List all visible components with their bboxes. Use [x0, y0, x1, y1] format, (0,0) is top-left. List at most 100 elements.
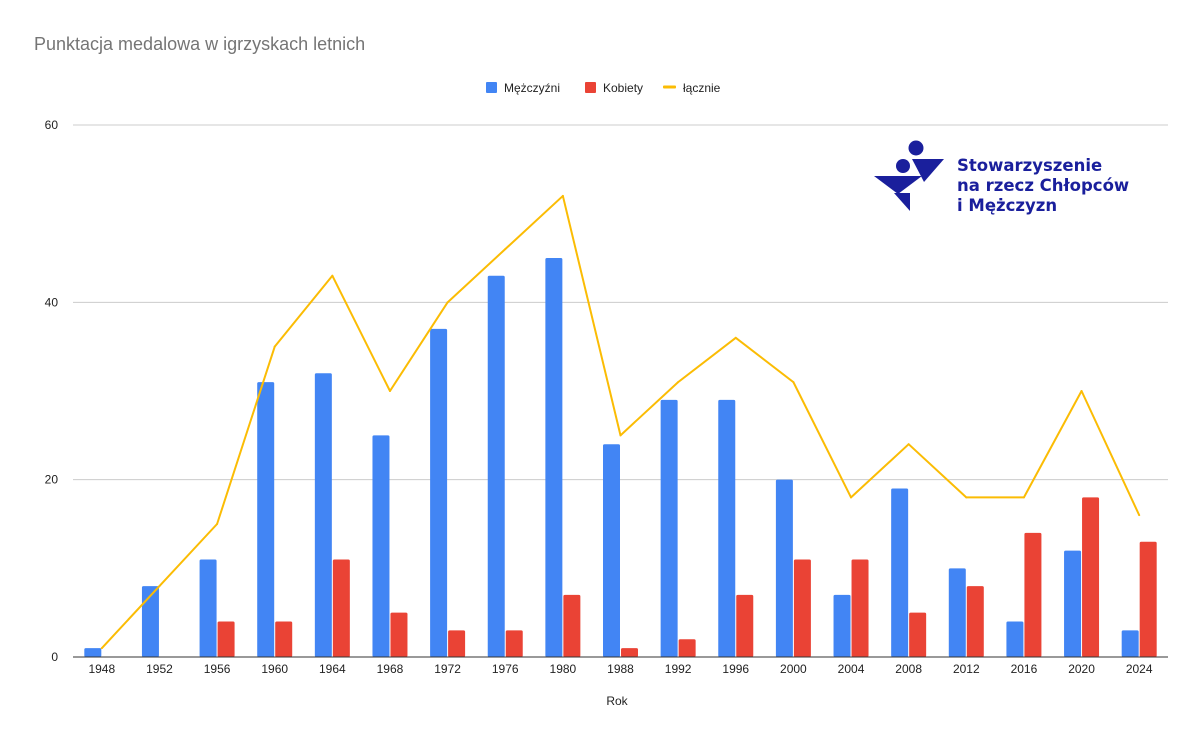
point-total-2020[interactable] — [1080, 390, 1083, 392]
bar-women-1956[interactable] — [217, 621, 235, 657]
bar-men-2020[interactable] — [1064, 550, 1082, 657]
bar-men-1948[interactable] — [84, 648, 102, 657]
bar-women-1996[interactable] — [736, 594, 754, 657]
bar-women-1988[interactable] — [621, 648, 638, 657]
point-total-2024[interactable] — [1138, 514, 1141, 517]
y-tick-label-0: 0 — [51, 650, 58, 664]
logo-mark-icon — [874, 140, 944, 211]
x-tick-label-2012: 2012 — [953, 662, 980, 676]
legend-label-men: Mężczyźni — [504, 81, 560, 95]
bar-men-1972[interactable] — [430, 328, 448, 657]
bar-men-1964[interactable] — [314, 373, 332, 657]
point-total-2008[interactable] — [907, 443, 910, 446]
x-tick-label-1968: 1968 — [377, 662, 404, 676]
point-total-1976[interactable] — [504, 248, 507, 251]
bar-women-2012[interactable] — [966, 586, 984, 657]
point-total-1980[interactable] — [561, 194, 564, 197]
point-total-1956[interactable] — [216, 523, 219, 525]
bar-men-2024[interactable] — [1121, 630, 1139, 657]
x-tick-label-2024: 2024 — [1126, 662, 1153, 676]
bar-women-2024[interactable] — [1139, 541, 1157, 657]
bar-men-1956[interactable] — [199, 559, 217, 657]
x-tick-label-1964: 1964 — [319, 662, 346, 676]
bar-men-1996[interactable] — [718, 399, 736, 657]
bar-women-1972[interactable] — [448, 630, 466, 657]
x-tick-label-2020: 2020 — [1068, 662, 1095, 676]
bar-series — [84, 258, 1157, 657]
point-total-1948[interactable] — [100, 647, 103, 650]
x-tick-label-1972: 1972 — [434, 662, 461, 676]
x-tick-label-2000: 2000 — [780, 662, 807, 676]
bar-men-1952[interactable] — [141, 586, 159, 657]
x-tick-label-1952: 1952 — [146, 662, 173, 676]
bar-women-2020[interactable] — [1082, 497, 1100, 657]
x-tick-label-1996: 1996 — [722, 662, 749, 676]
x-tick-label-1980: 1980 — [550, 662, 577, 676]
x-tick-label-1976: 1976 — [492, 662, 519, 676]
x-tick-label-1960: 1960 — [261, 662, 288, 676]
bar-women-1992[interactable] — [678, 639, 696, 657]
bar-women-2004[interactable] — [851, 559, 869, 657]
chart-title: Punktacja medalowa w igrzyskach letnich — [34, 34, 366, 54]
line-series — [100, 194, 1141, 650]
x-tick-label-2008: 2008 — [895, 662, 922, 676]
legend-item-total[interactable]: łącznie — [663, 81, 721, 95]
bar-women-1964[interactable] — [332, 559, 350, 657]
bar-men-1992[interactable] — [660, 399, 678, 657]
point-total-2012[interactable] — [965, 496, 968, 499]
bar-men-1968[interactable] — [372, 435, 390, 657]
point-total-1968[interactable] — [388, 390, 391, 392]
point-total-1992[interactable] — [677, 381, 680, 384]
y-tick-label-40: 40 — [45, 295, 59, 309]
legend: Mężczyźni Kobiety łącznie — [486, 81, 721, 95]
bar-women-2016[interactable] — [1024, 532, 1042, 657]
bar-men-2004[interactable] — [833, 594, 851, 657]
logo-text-line3: i Mężczyzn — [957, 196, 1057, 215]
x-axis-ticks: 1948 1952 1956 1960 1964 1968 1972 1976 1980 1988… — [88, 662, 1152, 676]
bar-men-2008[interactable] — [891, 488, 909, 657]
bar-women-1960[interactable] — [275, 621, 293, 657]
point-total-2004[interactable] — [850, 496, 853, 499]
bar-women-1980[interactable] — [563, 594, 581, 657]
bar-men-1976[interactable] — [487, 275, 505, 657]
bar-women-1968[interactable] — [390, 612, 408, 657]
logo-text-line2: na rzecz Chłopców — [957, 176, 1129, 195]
point-total-1952[interactable] — [158, 585, 161, 588]
point-total-1972[interactable] — [446, 301, 449, 304]
y-tick-label-60: 60 — [45, 118, 59, 132]
bar-women-1976[interactable] — [505, 630, 523, 657]
grid-lines — [73, 124, 1168, 481]
bar-men-2012[interactable] — [948, 568, 966, 657]
legend-item-women[interactable]: Kobiety — [585, 81, 643, 95]
x-tick-label-2004: 2004 — [838, 662, 865, 676]
bar-men-1988[interactable] — [603, 444, 620, 657]
point-total-1996[interactable] — [734, 336, 737, 339]
y-axis-ticks: 0 20 40 60 — [45, 118, 59, 664]
point-total-1964[interactable] — [331, 274, 334, 277]
x-tick-label-1948: 1948 — [88, 662, 115, 676]
x-tick-label-2016: 2016 — [1011, 662, 1038, 676]
point-total-1960[interactable] — [273, 345, 276, 348]
point-total-2000[interactable] — [792, 381, 795, 384]
point-total-2016[interactable] — [1022, 496, 1025, 499]
x-axis-title: Rok — [606, 694, 628, 708]
bar-women-2000[interactable] — [793, 559, 811, 657]
bar-men-2000[interactable] — [775, 479, 793, 657]
legend-item-men[interactable]: Mężczyźni — [486, 81, 560, 95]
legend-swatch-men — [486, 82, 497, 93]
x-tick-label-1988: 1988 — [607, 662, 634, 676]
point-total-1988[interactable] — [619, 434, 622, 437]
legend-label-women: Kobiety — [603, 81, 643, 95]
y-tick-label-20: 20 — [45, 473, 59, 487]
legend-label-total: łącznie — [683, 81, 721, 95]
legend-swatch-total — [663, 85, 676, 89]
bar-men-2016[interactable] — [1006, 621, 1024, 657]
bar-women-2008[interactable] — [909, 612, 927, 657]
bar-men-1960[interactable] — [257, 382, 275, 657]
x-tick-label-1956: 1956 — [204, 662, 231, 676]
x-tick-label-1992: 1992 — [665, 662, 692, 676]
legend-swatch-women — [585, 82, 596, 93]
bar-men-1980[interactable] — [545, 258, 563, 657]
logo-text-line1: Stowarzyszenie — [957, 156, 1102, 175]
